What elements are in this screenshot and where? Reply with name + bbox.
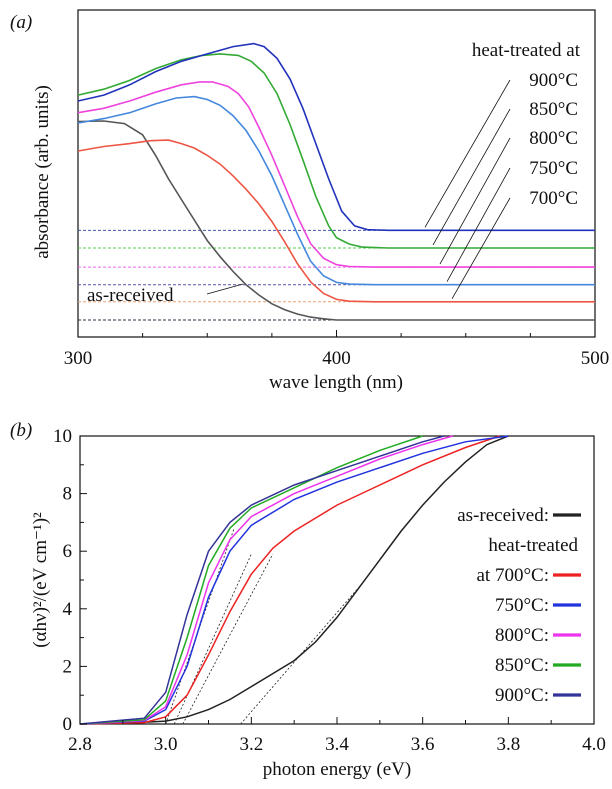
panel-b-series-lines — [79, 435, 509, 725]
legend-label-as-received: as-received: — [457, 505, 549, 526]
series-label-750-c: 750°C — [529, 158, 578, 179]
tangent-line-4 — [165, 528, 235, 725]
y-tick-label-8: 8 — [63, 484, 73, 505]
series-label-850-c: 850°C — [529, 99, 578, 120]
y-tick-label-10: 10 — [53, 426, 72, 447]
series-label-as-received: as-received — [87, 285, 174, 306]
series-line-900-c — [79, 435, 445, 725]
panel-b-y-ticks: 0 2 4 6 8 10 — [53, 426, 87, 735]
y-tick-label-4: 4 — [63, 599, 73, 620]
panel-a-label: (a) — [10, 12, 32, 33]
legend-header: heat-treated — [488, 535, 578, 556]
panel-b: (b) 2.8 3.0 3.2 3.4 3.6 3.8 4.0 0 2 4 6 8 10 photon… — [10, 420, 606, 780]
leader-900-c — [424, 79, 511, 228]
x-tick-label-500: 500 — [581, 348, 610, 369]
series-line-900-c — [77, 42, 595, 232]
x-tick-label-3.8: 3.8 — [496, 734, 520, 755]
series-label-800-c: 800°C — [529, 128, 578, 149]
x-tick-label-3.4: 3.4 — [325, 734, 349, 755]
panel-a: (a) 300 400 500 wave length (nm) absorbanc… — [10, 9, 610, 393]
x-tick-label-2.8: 2.8 — [68, 734, 92, 755]
legend-label-750-c: 750°C: — [495, 595, 549, 616]
panel-a-label-leaders — [206, 79, 511, 299]
legend-label-at-700-c: at 700°C: — [476, 565, 549, 586]
x-tick-label-400: 400 — [322, 348, 351, 369]
y-tick-label-0: 0 — [63, 714, 73, 735]
panel-b-x-axis-label: photon energy (eV) — [263, 759, 411, 780]
tangent-line-2 — [182, 553, 274, 725]
panel-a-series-labels: 900°C 850°C 800°C 750°C 700°C as-received — [87, 70, 578, 306]
series-line-at-700-c — [79, 435, 501, 725]
x-tick-label-3.6: 3.6 — [411, 734, 435, 755]
series-line-800-c — [79, 435, 453, 725]
leader-750-c — [446, 167, 511, 282]
series-label-900-c: 900°C — [529, 70, 578, 91]
series-line-700-c — [77, 139, 595, 303]
panel-a-baselines — [78, 229, 595, 321]
legend-label-900-c: 900°C: — [495, 685, 549, 706]
series-line-850-c — [79, 435, 423, 725]
panel-b-label: (b) — [10, 420, 32, 441]
x-tick-label-300: 300 — [64, 348, 93, 369]
series-line-750-c — [77, 95, 595, 286]
leader-700-c — [451, 197, 511, 299]
x-tick-label-3.0: 3.0 — [154, 734, 178, 755]
legend-label-800-c: 800°C: — [495, 625, 549, 646]
series-line-800-c — [77, 81, 595, 268]
tangent-line-3 — [173, 553, 252, 725]
panel-a-series-lines — [77, 42, 595, 321]
y-tick-label-6: 6 — [63, 541, 73, 562]
series-line-850-c — [77, 53, 595, 249]
panel-b-y-axis-label: (αhν)²/(eV cm⁻¹)² — [30, 512, 51, 648]
leader-as-received — [206, 283, 244, 295]
y-tick-label-2: 2 — [63, 656, 73, 677]
panel-a-x-ticks: 300 400 500 — [64, 330, 610, 369]
panel-b-legend: as-received: heat-treated at 700°C: 750°C: 8… — [457, 505, 581, 706]
x-tick-label-3.2: 3.2 — [239, 734, 263, 755]
x-tick-label-4.0: 4.0 — [582, 734, 606, 755]
series-line-750-c — [79, 435, 509, 725]
legend-label-850-c: 850°C: — [495, 655, 549, 676]
series-label-700-c: 700°C — [529, 188, 578, 209]
series-line-as-received — [79, 435, 509, 725]
panel-a-x-axis-label: wave length (nm) — [269, 372, 403, 393]
panel-a-y-axis-label: absorbance (arb. units) — [32, 85, 53, 259]
leader-800-c — [439, 137, 511, 265]
panel-b-x-ticks: 2.8 3.0 3.2 3.4 3.6 3.8 4.0 — [68, 717, 606, 755]
leader-850-c — [432, 108, 511, 246]
series-line-as-received — [77, 120, 595, 321]
panel-a-legend-header: heat-treated at — [472, 40, 581, 61]
